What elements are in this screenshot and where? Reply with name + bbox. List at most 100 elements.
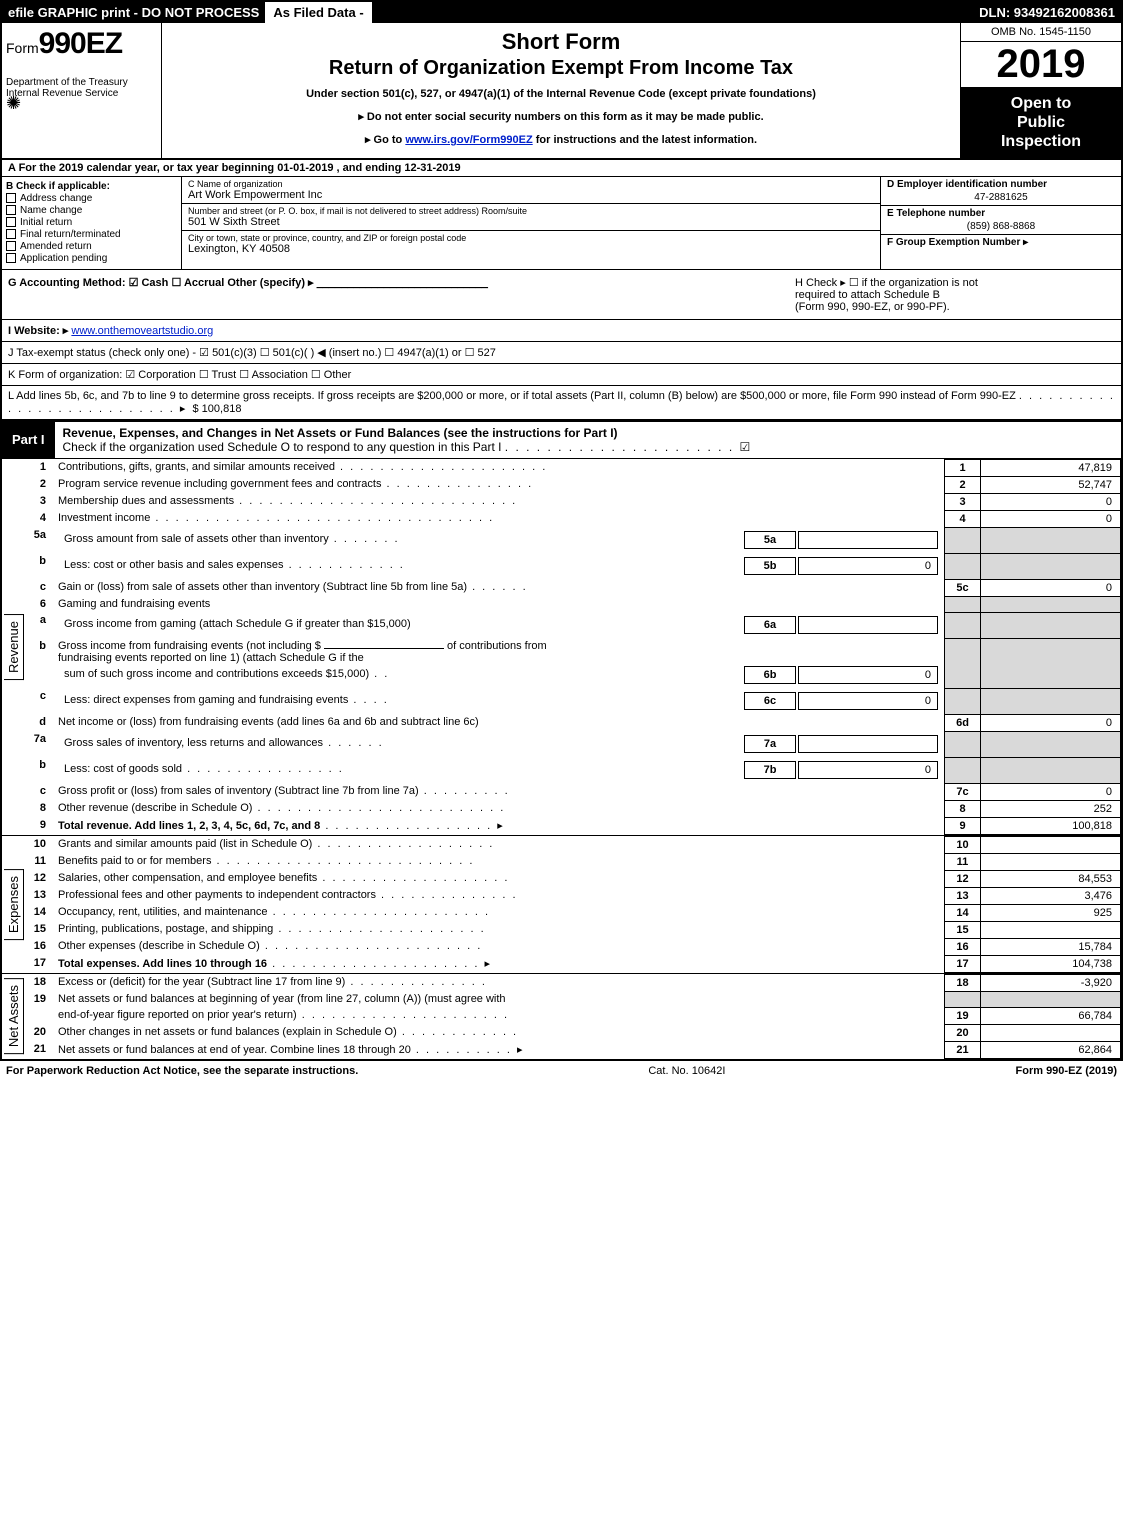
- irs-eagle-icon: ✺: [6, 93, 21, 114]
- irs-link[interactable]: www.irs.gov/Form990EZ: [405, 134, 532, 146]
- form-990ez-page: efile GRAPHIC print - DO NOT PROCESS As …: [0, 0, 1123, 1061]
- tax-year: 2019: [961, 42, 1121, 88]
- line-14: 14Occupancy, rent, utilities, and mainte…: [26, 904, 1121, 921]
- accounting-method: G Accounting Method: ☑ Cash ☐ Accrual Ot…: [8, 277, 314, 289]
- row-l-text: L Add lines 5b, 6c, and 7b to line 9 to …: [8, 390, 1016, 402]
- val-17: 104,738: [981, 955, 1121, 972]
- part-1-title-text: Revenue, Expenses, and Changes in Net As…: [63, 426, 618, 440]
- line-4: 4Investment income . . . . . . . . . . .…: [26, 510, 1121, 527]
- open-line3: Inspection: [963, 132, 1119, 151]
- line-8: 8Other revenue (describe in Schedule O) …: [26, 800, 1121, 817]
- line-7c: cGross profit or (loss) from sales of in…: [26, 783, 1121, 800]
- h-line3: (Form 990, 990-EZ, or 990-PF).: [795, 301, 1115, 313]
- line-11: 11Benefits paid to or for members . . . …: [26, 853, 1121, 870]
- val-9: 100,818: [981, 817, 1121, 834]
- chk-amended-return[interactable]: Amended return: [6, 241, 177, 252]
- val-16: 15,784: [981, 938, 1121, 955]
- net-assets-tab: Net Assets: [4, 978, 24, 1054]
- val-7c: 0: [981, 783, 1121, 800]
- line-7b: bLess: cost of goods sold . . . . . . . …: [26, 757, 1121, 783]
- col-b-checkboxes: B Check if applicable: Address change Na…: [2, 177, 182, 269]
- part-1-sub-dots: . . . . . . . . . . . . . . . . . . . . …: [505, 440, 752, 454]
- row-j-tax-exempt: J Tax-exempt status (check only one) - ☑…: [2, 342, 1121, 364]
- line-18: 18Excess or (deficit) for the year (Subt…: [26, 974, 1121, 991]
- open-line2: Public: [963, 113, 1119, 132]
- line-5c: cGain or (loss) from sale of assets othe…: [26, 579, 1121, 596]
- instruction-line-2: ▸ Go to www.irs.gov/Form990EZ for instru…: [170, 133, 952, 146]
- revenue-table: 1Contributions, gifts, grants, and simil…: [26, 459, 1121, 835]
- expenses-section: Expenses 10Grants and similar amounts pa…: [2, 835, 1121, 973]
- line-3: 3Membership dues and assessments . . . .…: [26, 493, 1121, 510]
- line-1: 1Contributions, gifts, grants, and simil…: [26, 459, 1121, 476]
- part-1-title: Revenue, Expenses, and Changes in Net As…: [55, 421, 1121, 459]
- cell-ein: D Employer identification number 47-2881…: [881, 177, 1121, 206]
- col-c-org-info: C Name of organization Art Work Empowerm…: [182, 177, 881, 269]
- footer-mid: Cat. No. 10642I: [358, 1065, 1015, 1077]
- form-header: Form990EZ ✺ Department of the Treasury I…: [2, 23, 1121, 160]
- line-12: 12Salaries, other compensation, and empl…: [26, 870, 1121, 887]
- line-5a: 5aGross amount from sale of assets other…: [26, 527, 1121, 553]
- short-form-title: Short Form: [170, 29, 952, 55]
- val-3: 0: [981, 493, 1121, 510]
- chk-name-change[interactable]: Name change: [6, 205, 177, 216]
- line-16: 16Other expenses (describe in Schedule O…: [26, 938, 1121, 955]
- phone-label: E Telephone number: [887, 208, 1115, 219]
- form-number: Form990EZ: [6, 27, 157, 61]
- instruction-line-1: ▸ Do not enter social security numbers o…: [170, 110, 952, 123]
- chk-application-pending[interactable]: Application pending: [6, 253, 177, 264]
- h-line2: required to attach Schedule B: [795, 289, 1115, 301]
- website-link[interactable]: www.onthemoveartstudio.org: [71, 325, 213, 337]
- revenue-tab: Revenue: [4, 614, 24, 680]
- main-title: Return of Organization Exempt From Incom…: [170, 57, 952, 80]
- ein-label: D Employer identification number: [887, 179, 1115, 190]
- address-value: 501 W Sixth Street: [188, 216, 874, 228]
- row-g: G Accounting Method: ☑ Cash ☐ Accrual Ot…: [8, 276, 795, 313]
- section-bcdef: B Check if applicable: Address change Na…: [2, 177, 1121, 270]
- line-6d: dNet income or (loss) from fundraising e…: [26, 714, 1121, 731]
- row-h: H Check ▸ ☐ if the organization is not r…: [795, 276, 1115, 313]
- val-8: 252: [981, 800, 1121, 817]
- header-right: OMB No. 1545-1150 2019 Open to Public In…: [961, 23, 1121, 158]
- val-1: 47,819: [981, 459, 1121, 476]
- val-14: 925: [981, 904, 1121, 921]
- line-6b: b Gross income from fundraising events (…: [26, 638, 1121, 688]
- val-19: 66,784: [981, 1007, 1121, 1024]
- val-21: 62,864: [981, 1041, 1121, 1058]
- dln-label: DLN: 93492162008361: [973, 2, 1121, 23]
- revenue-section: Revenue 1Contributions, gifts, grants, a…: [2, 459, 1121, 835]
- ein-value: 47-2881625: [887, 192, 1115, 203]
- line-6a: aGross income from gaming (attach Schedu…: [26, 612, 1121, 638]
- efile-label: efile GRAPHIC print - DO NOT PROCESS: [2, 2, 265, 23]
- checkbox-icon: [6, 241, 16, 251]
- line-2: 2Program service revenue including gover…: [26, 476, 1121, 493]
- checkbox-icon: [6, 229, 16, 239]
- chk-initial-return[interactable]: Initial return: [6, 217, 177, 228]
- as-filed-field: As Filed Data -: [265, 2, 371, 23]
- row-l-value: $ 100,818: [193, 403, 242, 415]
- line-21: 21Net assets or fund balances at end of …: [26, 1041, 1121, 1058]
- chk-address-change[interactable]: Address change: [6, 193, 177, 204]
- checkbox-icon: [6, 205, 16, 215]
- chk-final-return[interactable]: Final return/terminated: [6, 229, 177, 240]
- val-5c: 0: [981, 579, 1121, 596]
- cell-org-name: C Name of organization Art Work Empowerm…: [182, 177, 880, 204]
- line-5b: bLess: cost or other basis and sales exp…: [26, 553, 1121, 579]
- omb-number: OMB No. 1545-1150: [961, 23, 1121, 42]
- row-l-gross-receipts: L Add lines 5b, 6c, and 7b to line 9 to …: [2, 386, 1121, 420]
- net-assets-section: Net Assets 18Excess or (deficit) for the…: [2, 973, 1121, 1059]
- line-10: 10Grants and similar amounts paid (list …: [26, 836, 1121, 853]
- col-def: D Employer identification number 47-2881…: [881, 177, 1121, 269]
- val-13: 3,476: [981, 887, 1121, 904]
- other-specify-line[interactable]: ____________________________: [317, 277, 488, 289]
- dept-line1: Department of the Treasury: [6, 77, 157, 88]
- checkbox-icon: [6, 193, 16, 203]
- address-label: Number and street (or P. O. box, if mail…: [188, 206, 874, 216]
- header-center: Short Form Return of Organization Exempt…: [162, 23, 961, 158]
- val-2: 52,747: [981, 476, 1121, 493]
- val-18: -3,920: [981, 974, 1121, 991]
- phone-value: (859) 868-8868: [887, 221, 1115, 232]
- net-assets-table: 18Excess or (deficit) for the year (Subt…: [26, 974, 1121, 1059]
- cell-address: Number and street (or P. O. box, if mail…: [182, 204, 880, 231]
- cell-phone: E Telephone number (859) 868-8868: [881, 206, 1121, 235]
- checkbox-icon: [6, 217, 16, 227]
